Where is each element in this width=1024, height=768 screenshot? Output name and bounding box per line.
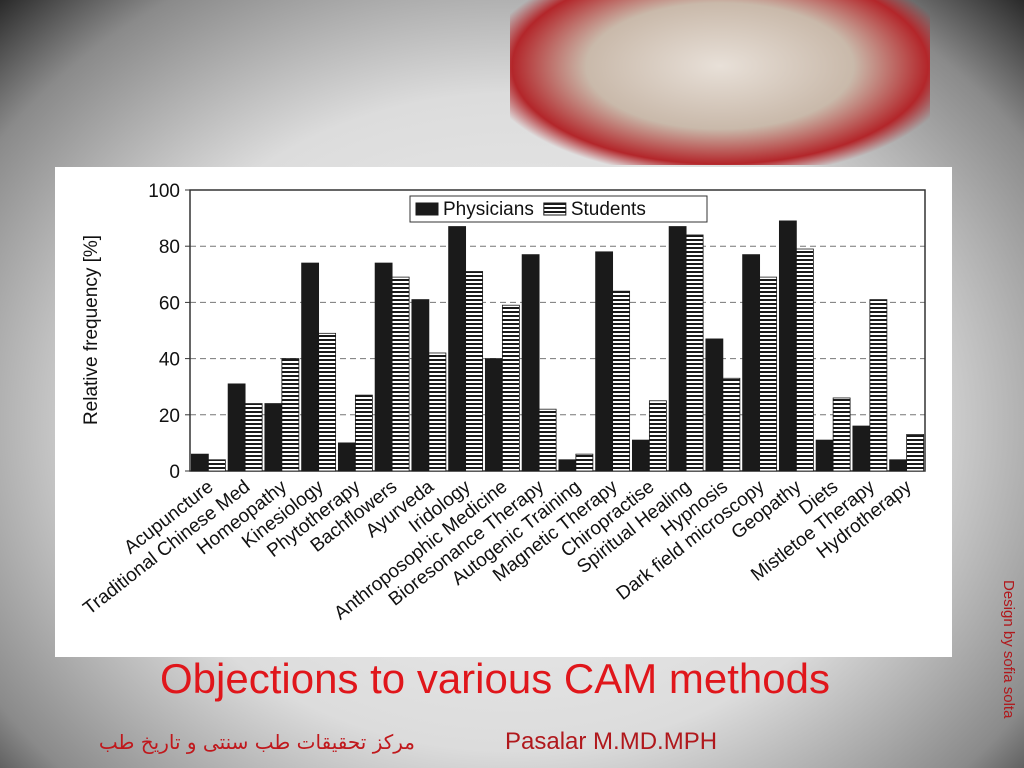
bar bbox=[428, 352, 447, 472]
bar bbox=[244, 403, 263, 472]
chart: Relative frequency [%] 020406080100Acupu… bbox=[80, 181, 926, 624]
bar bbox=[281, 358, 300, 472]
bar bbox=[832, 397, 851, 472]
credit: Design by sofia solta bbox=[1000, 580, 1017, 719]
y-tick-label: 80 bbox=[159, 237, 180, 258]
bar bbox=[411, 299, 430, 472]
bar bbox=[631, 439, 650, 472]
author: Pasalar M.MD.MPH bbox=[505, 728, 718, 755]
bar bbox=[521, 254, 540, 472]
bar bbox=[575, 453, 594, 472]
bar bbox=[301, 262, 320, 472]
bar bbox=[354, 394, 373, 472]
slide-title: Objections to various CAM methods bbox=[160, 655, 830, 702]
bar bbox=[722, 377, 741, 472]
bar bbox=[227, 383, 246, 472]
bar bbox=[595, 251, 614, 472]
y-tick-label: 20 bbox=[159, 406, 180, 427]
bar bbox=[207, 459, 226, 472]
bar bbox=[465, 271, 484, 472]
chart-box: Relative frequency [%] 0 20 40 60 80 100 Acupu… bbox=[55, 167, 952, 657]
bar bbox=[374, 262, 393, 472]
bar bbox=[337, 442, 356, 472]
institute: مرکز تحقیقات طب سنتی و تاریخ طب bbox=[98, 730, 415, 754]
bar bbox=[815, 439, 834, 472]
bar bbox=[648, 400, 667, 472]
y-tick-label: 100 bbox=[148, 181, 180, 202]
bar bbox=[612, 290, 631, 472]
y-axis-label: Relative frequency [%] bbox=[81, 235, 102, 425]
y-tick-label: 40 bbox=[159, 350, 180, 371]
legend-label: Physicians bbox=[443, 199, 534, 220]
plot-frame bbox=[189, 189, 926, 472]
bar bbox=[318, 332, 337, 472]
legend-label: Students bbox=[571, 199, 646, 220]
bar bbox=[759, 276, 778, 472]
bar bbox=[558, 459, 577, 472]
bar bbox=[190, 453, 209, 472]
bar bbox=[795, 248, 814, 472]
decoration bbox=[510, 0, 930, 165]
bar bbox=[889, 459, 908, 472]
y-tick-label: 0 bbox=[169, 462, 180, 483]
bar bbox=[264, 403, 283, 472]
y-tick-label: 60 bbox=[159, 293, 180, 314]
bar bbox=[484, 358, 503, 472]
bar bbox=[391, 276, 410, 472]
bar bbox=[742, 254, 761, 472]
bar bbox=[538, 408, 557, 472]
bar bbox=[906, 434, 925, 472]
legend-swatch bbox=[415, 202, 439, 216]
bar bbox=[501, 304, 520, 472]
bar bbox=[705, 338, 724, 472]
bar bbox=[778, 220, 797, 472]
legend-swatch bbox=[543, 202, 567, 216]
bar bbox=[685, 234, 704, 472]
bar bbox=[852, 425, 871, 472]
bar bbox=[448, 226, 467, 472]
bar bbox=[668, 226, 687, 472]
bar bbox=[869, 299, 888, 472]
x-tick-label: Traditional Chinese Med bbox=[80, 476, 255, 619]
